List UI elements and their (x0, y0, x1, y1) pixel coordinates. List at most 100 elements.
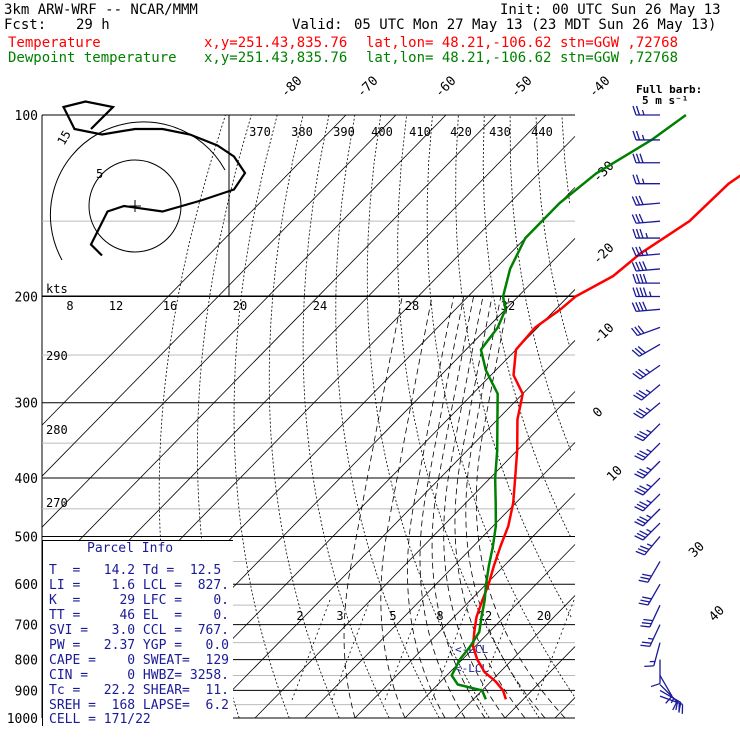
wind-barb-flag (636, 433, 646, 439)
wind-barb-flag (635, 261, 641, 271)
wind-barb-flag (635, 550, 645, 556)
wind-barb-staff (642, 493, 661, 512)
wind-barb-flag (638, 301, 644, 312)
wind-barb-flag (635, 105, 641, 116)
wind-barb-flag (632, 153, 637, 163)
wind-barb-flag (631, 262, 637, 272)
wind-barb-flag (641, 178, 645, 184)
wind-barb-staff (642, 423, 661, 442)
temperature-tick-label: 10 (604, 463, 626, 485)
wind-barb-flag (634, 521, 644, 527)
parcel-row: SREH = 168 LAPSE= 6.2 (49, 698, 230, 713)
wind-barb-flag (639, 530, 649, 536)
wind-barb-flag (638, 261, 644, 271)
wind-barb (631, 213, 661, 224)
temperature-tick-label: 40 (706, 603, 728, 625)
wind-barb-flag (638, 368, 647, 376)
wind-barb-flag (636, 503, 646, 509)
dry-adiabat-line (302, 114, 390, 719)
wind-barb-staff (636, 220, 661, 224)
mixing-ratio-label: 5 (389, 609, 396, 623)
wind-barb-flag (637, 548, 648, 553)
pressure-tick-label: 500 (15, 530, 38, 545)
wind-barb-flag (647, 637, 654, 640)
wind-barb (634, 493, 661, 512)
theta-label: 410 (409, 125, 431, 139)
parcel-row: T = 14.2 Td = 12.5 (49, 563, 222, 578)
pressure-tick-label: 300 (15, 397, 38, 412)
dry-adiabat-label: 290 (46, 349, 68, 363)
wind-barb-flag (636, 452, 646, 459)
wind-barb-flag (638, 246, 644, 256)
wind-barb (638, 583, 661, 606)
wind-barb-flag (634, 455, 644, 461)
wind-barb (633, 384, 661, 401)
wind-barb-flag (631, 196, 637, 206)
temperature-tick-label: -60 (432, 74, 459, 101)
wind-barb (632, 153, 660, 164)
wind-barb-staff (639, 364, 661, 380)
mixing-ratio-label: 8 (436, 609, 443, 623)
pressure-tick-label: 200 (15, 291, 38, 306)
wind-barb-flag (632, 105, 637, 116)
wind-barb-flag (638, 408, 648, 415)
parcel-row: CIN = 0 HWBZ= 3258. (49, 668, 230, 683)
wind-barb-flag (645, 389, 651, 394)
wind-barb-flag (635, 174, 641, 184)
model-name: 3km ARW-WRF -- NCAR/MMM (4, 2, 198, 18)
wind-barb-flag (646, 499, 652, 504)
wind-barb (640, 624, 661, 647)
wind-barb-flag (639, 501, 649, 507)
parcel-info-panel: Parcel Info T = 14.2 Td = 12.5 LI = 1.6 … (42, 540, 233, 727)
wind-barb-flag (634, 473, 644, 479)
wind-barb-flag (631, 214, 637, 224)
wind-barb (640, 604, 661, 628)
wetbulb-label: 28 (405, 299, 419, 313)
wind-barb-staff (636, 268, 661, 272)
wind-barb-flag (639, 516, 649, 522)
wind-barb-flag (636, 532, 646, 539)
wind-barb-flag (640, 576, 650, 580)
isotherm-line (554, 697, 576, 719)
wind-barb-flag (639, 153, 644, 163)
parcel-info-title: Parcel Info (87, 541, 174, 556)
mixing-ratio-label: 20 (537, 609, 551, 623)
lcl-label: <-LCL (455, 643, 488, 656)
pressure-tick-label: 600 (15, 578, 38, 593)
wind-barb (631, 261, 661, 272)
temperature-tick-label: -10 (590, 321, 617, 348)
hodo-units-label: kts (46, 282, 68, 296)
wind-barb-flag (635, 392, 645, 399)
parcel-row: TT = 46 EL = 0. (49, 608, 230, 623)
wind-barb-flag (645, 407, 651, 412)
temperature-tick-label: -50 (508, 74, 535, 101)
hodo-ring-label: 5 (96, 167, 103, 181)
wind-barb (659, 675, 673, 704)
wind-barb-flag (632, 372, 641, 380)
parcel-row: CAPE = 0 SWEAT= 129 (49, 653, 230, 668)
wind-barb-staff (642, 522, 661, 541)
wind-barb-staff (647, 561, 661, 583)
wind-barb-flag (646, 466, 652, 471)
dry-adiabat-label: 280 (46, 423, 68, 437)
barb-legend-1: Full barb: (636, 83, 703, 96)
dew-latlon: lat,lon= 48.21,-106.62 (366, 50, 552, 66)
fcst-hours: 29 h (76, 17, 110, 33)
wind-barb-flag (635, 246, 641, 257)
temperature-tick-label: -40 (586, 74, 613, 101)
wind-barb-flag (645, 249, 649, 256)
init-time: 00 UTC Sun 26 May 13 (552, 2, 721, 18)
wind-barb-flag (650, 682, 661, 688)
dry-adiabat-label: 270 (46, 496, 68, 510)
wind-barb (632, 273, 660, 284)
dry-adiabat-line (535, 114, 570, 345)
wind-barb (638, 561, 661, 583)
wind-barb-flag (638, 195, 644, 205)
theta-label: 370 (249, 125, 271, 139)
wind-barb-flag (640, 644, 650, 647)
wind-barb-flag (635, 214, 641, 224)
wind-barb (632, 105, 660, 116)
pressure-tick-label: 400 (15, 472, 38, 487)
